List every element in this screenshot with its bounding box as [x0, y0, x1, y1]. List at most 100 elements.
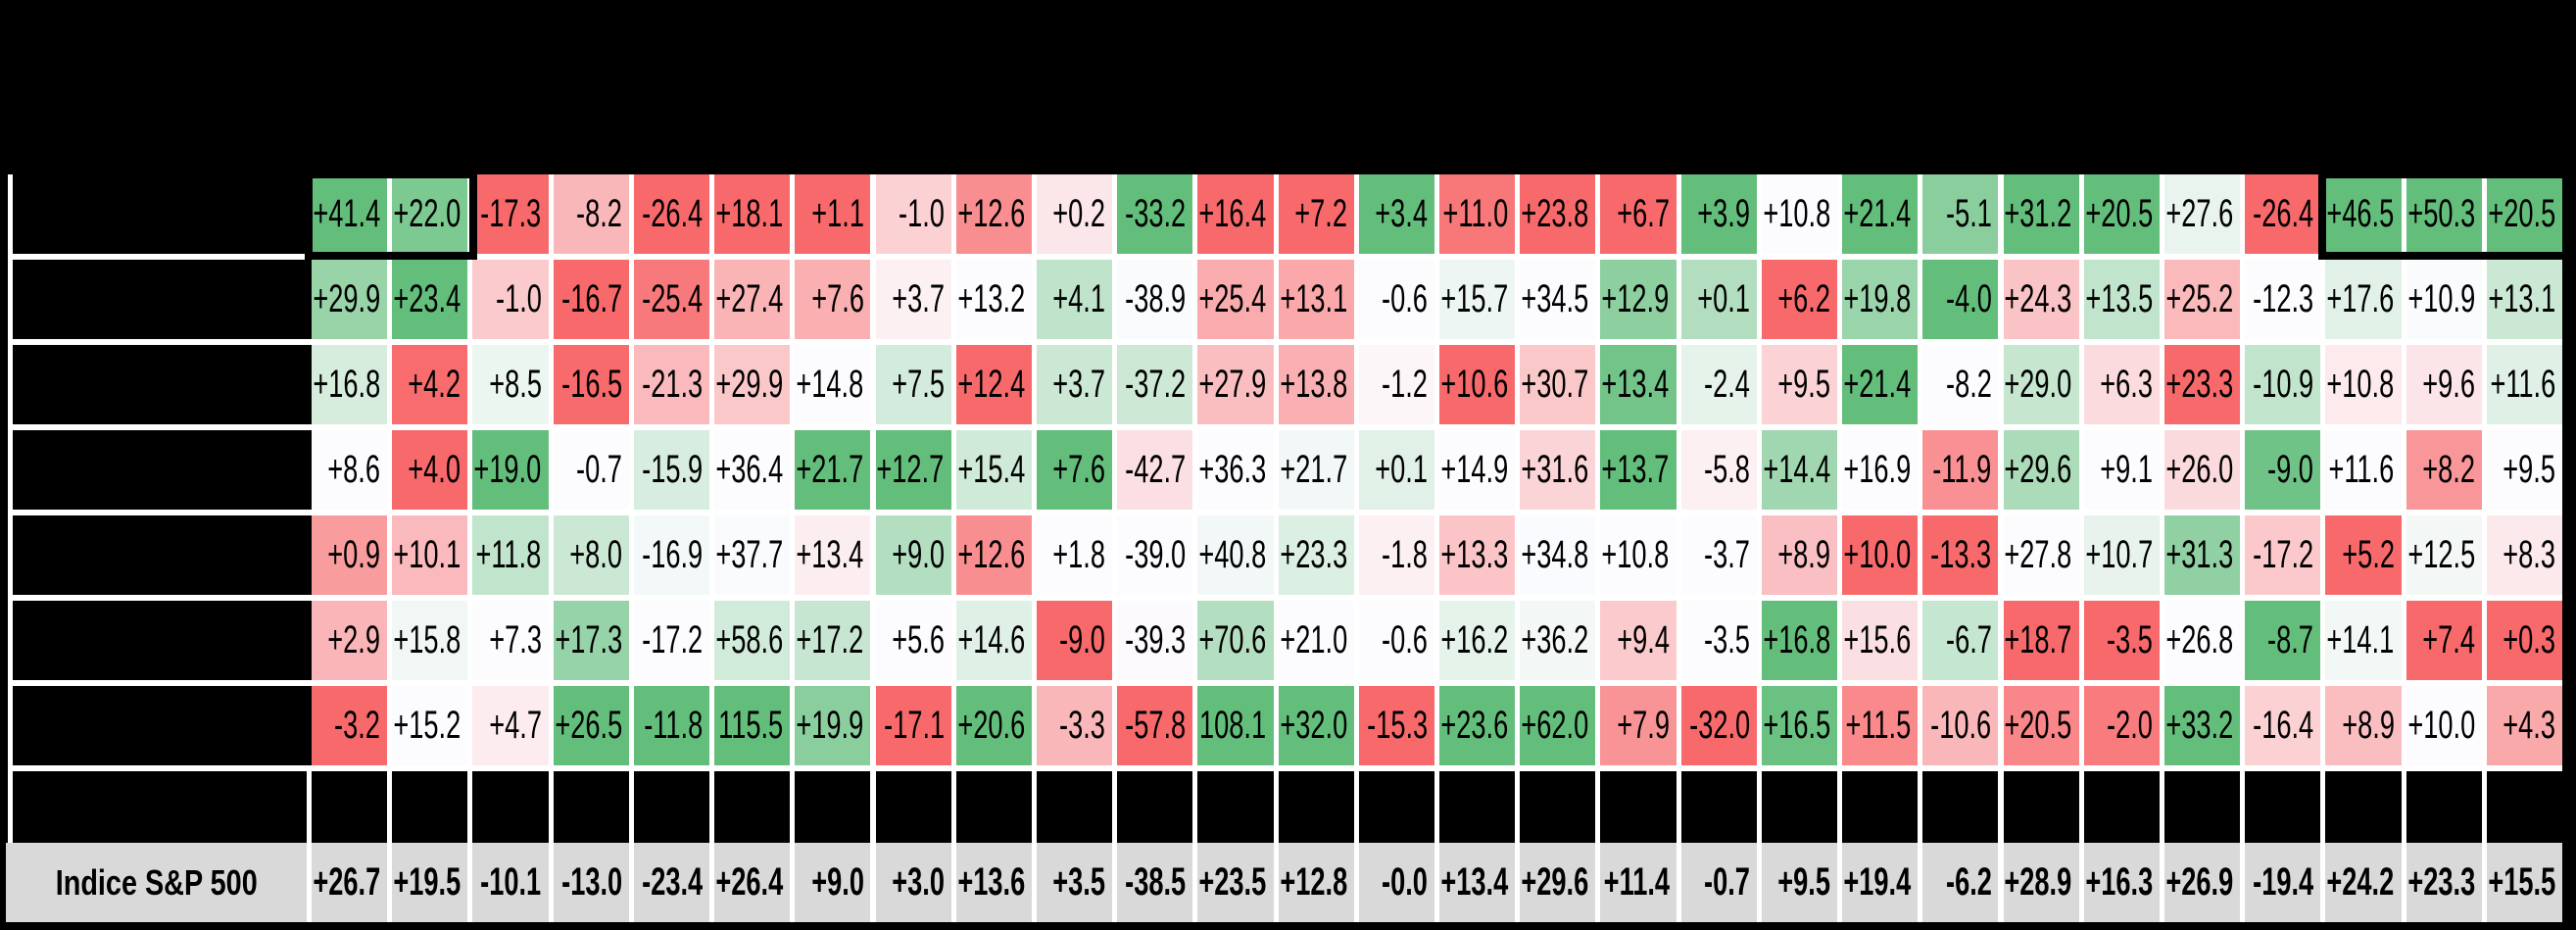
year-cell [1600, 771, 1677, 843]
return-cell: +11.6 [2325, 430, 2402, 510]
return-cell-value: +11.8 [475, 533, 542, 576]
return-cell-value: +3.7 [892, 277, 945, 320]
return-cell-value: -0.6 [1382, 277, 1428, 320]
return-cell: +50.3 [2406, 174, 2482, 254]
return-cell-value: +11.5 [1845, 704, 1912, 747]
index-return-cell-value: +11.4 [1603, 860, 1670, 904]
return-cell: +20.5 [2003, 686, 2079, 765]
index-return-cell: +23.3 [2406, 843, 2482, 922]
return-cell: +29.6 [2003, 430, 2079, 510]
return-cell-value: +10.0 [1843, 533, 1912, 576]
return-cell: +9.0 [875, 515, 951, 595]
return-cell: +11.6 [2486, 345, 2562, 424]
return-cell-value: -57.8 [1125, 704, 1187, 747]
return-cell-value: +3.9 [1697, 192, 1750, 235]
return-cell-value: -1.0 [898, 192, 945, 235]
return-cell-value: +41.4 [313, 192, 381, 235]
return-cell: +18.7 [2003, 601, 2079, 680]
return-cell-value: +13.3 [1440, 533, 1509, 576]
return-cell-value: +70.6 [1198, 618, 1267, 661]
return-cell-value: +31.2 [2004, 192, 2072, 235]
return-cell: +23.6 [1439, 686, 1516, 765]
index-return-cell: -6.2 [1922, 843, 1999, 922]
return-cell-value: +12.4 [957, 363, 1025, 406]
return-cell-value: +27.6 [2165, 192, 2234, 235]
return-cell-value: +8.9 [1777, 533, 1831, 576]
return-cell-value: +13.8 [1279, 363, 1347, 406]
year-cell [553, 771, 629, 843]
return-cell-value: +4.7 [488, 704, 542, 747]
year-cell [2083, 771, 2160, 843]
year-cell [1761, 771, 1838, 843]
return-cell: -3.5 [2083, 601, 2160, 680]
return-cell-value: -6.7 [1945, 618, 1992, 661]
return-cell: +8.3 [2486, 515, 2562, 595]
return-cell: +34.8 [1520, 515, 1596, 595]
return-cell: +9.5 [1761, 345, 1838, 424]
return-cell-value: -11.9 [1932, 448, 1992, 491]
return-cell-value: +26.0 [2165, 448, 2234, 491]
index-return-cell: +29.6 [1520, 843, 1596, 922]
return-cell: +36.4 [714, 430, 791, 510]
return-cell-value: +7.4 [2422, 618, 2475, 661]
return-cell-value: 115.5 [718, 704, 784, 747]
return-cell-value: +23.4 [393, 277, 462, 320]
return-cell: +14.8 [795, 345, 871, 424]
return-cell-value: +7.5 [892, 363, 945, 406]
return-cell: -8.2 [553, 174, 629, 254]
return-cell-value: +13.4 [796, 533, 864, 576]
return-cell-value: -32.0 [1688, 704, 1750, 747]
return-cell: +23.8 [1520, 174, 1596, 254]
return-cell-value: +17.6 [2326, 277, 2395, 320]
return-cell-value: -1.0 [495, 277, 542, 320]
return-cell-value: +11.0 [1442, 192, 1509, 235]
return-cell-value: +62.0 [1521, 704, 1589, 747]
return-cell: +12.5 [2406, 515, 2482, 595]
return-cell-value: +50.3 [2406, 192, 2475, 235]
return-cell: -39.3 [1117, 601, 1193, 680]
index-return-cell-value: +15.5 [2488, 860, 2555, 904]
return-cell: -9.0 [1036, 601, 1113, 680]
year-cell [1842, 771, 1919, 843]
return-cell: +13.4 [795, 515, 871, 595]
index-return-cell-value: +26.9 [2165, 860, 2234, 904]
return-cell: +70.6 [1197, 601, 1274, 680]
return-cell: +21.7 [795, 430, 871, 510]
return-cell-value: +21.4 [1843, 192, 1912, 235]
return-cell-value: +19.0 [473, 448, 542, 491]
return-cell: -1.8 [1358, 515, 1434, 595]
return-cell-value: -21.3 [642, 363, 704, 406]
return-cell: +23.3 [2163, 345, 2241, 424]
return-cell: +1.1 [795, 174, 871, 254]
return-cell-value: 108.1 [1199, 704, 1267, 747]
return-cell-value: +18.7 [2004, 618, 2072, 661]
return-cell-value: +7.6 [810, 277, 864, 320]
return-cell: +27.8 [2003, 515, 2079, 595]
return-cell-value: +10.1 [393, 533, 462, 576]
return-cell-value: +19.9 [796, 704, 864, 747]
fund-row-label-redacted [13, 686, 312, 771]
return-cell: -39.0 [1117, 515, 1193, 595]
return-cell: +37.7 [714, 515, 791, 595]
return-cell-value: -26.4 [642, 192, 704, 235]
return-cell: +11.0 [1439, 174, 1516, 254]
year-band-label-area [13, 771, 307, 843]
return-cell: +14.4 [1761, 430, 1838, 510]
return-cell: -32.0 [1680, 686, 1757, 765]
return-cell-value: -11.8 [644, 704, 704, 747]
return-cell-value: +16.9 [1843, 448, 1912, 491]
return-cell-value: +0.1 [1697, 277, 1750, 320]
return-cell-value: -12.3 [2253, 277, 2314, 320]
return-cell: +8.9 [1761, 515, 1838, 595]
year-cell [1680, 771, 1757, 843]
return-cell-value: +15.4 [957, 448, 1025, 491]
return-cell-value: +30.7 [1521, 363, 1589, 406]
return-cell: +40.8 [1197, 515, 1274, 595]
return-cell-value: +21.7 [796, 448, 864, 491]
return-cell-value: -3.3 [1059, 704, 1106, 747]
index-return-cell-value: +16.3 [2085, 860, 2153, 904]
year-cell [1278, 771, 1354, 843]
return-cell-value: -16.5 [560, 363, 622, 406]
return-cell-value: +0.2 [1052, 192, 1106, 235]
